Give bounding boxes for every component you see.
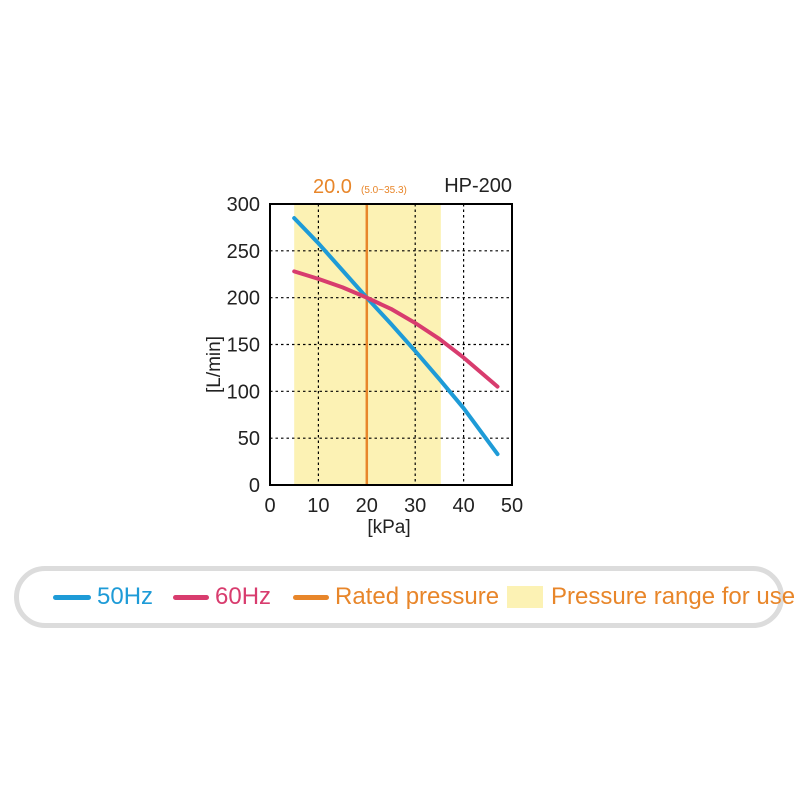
legend-pressure-range-label: Pressure range for use [551,583,796,610]
series-line-60hz [292,269,500,389]
y-tick-label: 150 [227,335,260,357]
legend-pressure-range-swatch [507,586,543,608]
legend-50hz-swatch [53,594,91,600]
y-axis-label: [L/min] [204,336,225,393]
legend-item-60hz: 60Hz [173,571,271,623]
legend-60hz-label: 60Hz [215,583,272,610]
x-tick-label: 10 [307,495,329,517]
legend-50hz-label: 50Hz [97,583,154,610]
y-tick-label: 200 [227,288,260,310]
legend-item-pressure-range: Pressure range for use [507,571,795,623]
x-tick-label: 30 [404,495,426,517]
chart-title: HP-200 [444,175,512,197]
series-line-50hz [292,216,500,457]
x-tick-label: 20 [356,495,378,517]
plot-frame [269,203,513,486]
y-tick-label: 50 [238,428,260,450]
legend-rated-pressure-label: Rated pressure [335,583,500,610]
y-tick-label: 300 [227,194,260,216]
y-tick-label: 0 [249,475,260,497]
y-tick-label: 250 [227,241,260,263]
legend-60hz-swatch [173,594,209,600]
legend-rated-pressure-swatch [293,594,329,600]
legend-item-50hz: 50Hz [53,571,153,623]
legend: 50Hz 60Hz Rated pressure Pressure range … [14,566,795,628]
x-tick-label: 0 [264,495,275,517]
pressure-range-annotation: (5.0~35.3) [361,185,407,196]
x-tick-label: 40 [452,495,474,517]
legend-item-rated-pressure: Rated pressure [293,571,499,623]
rated-pressure-value-label: 20.0 [313,176,352,198]
pressure-flow-chart: 0 10 20 30 40 50 0 50 100 150 200 250 300 [kPa] [L/min… [204,175,523,538]
x-tick-label: 50 [501,495,523,517]
x-axis-label: [kPa] [367,517,410,538]
y-tick-label: 100 [227,381,260,403]
